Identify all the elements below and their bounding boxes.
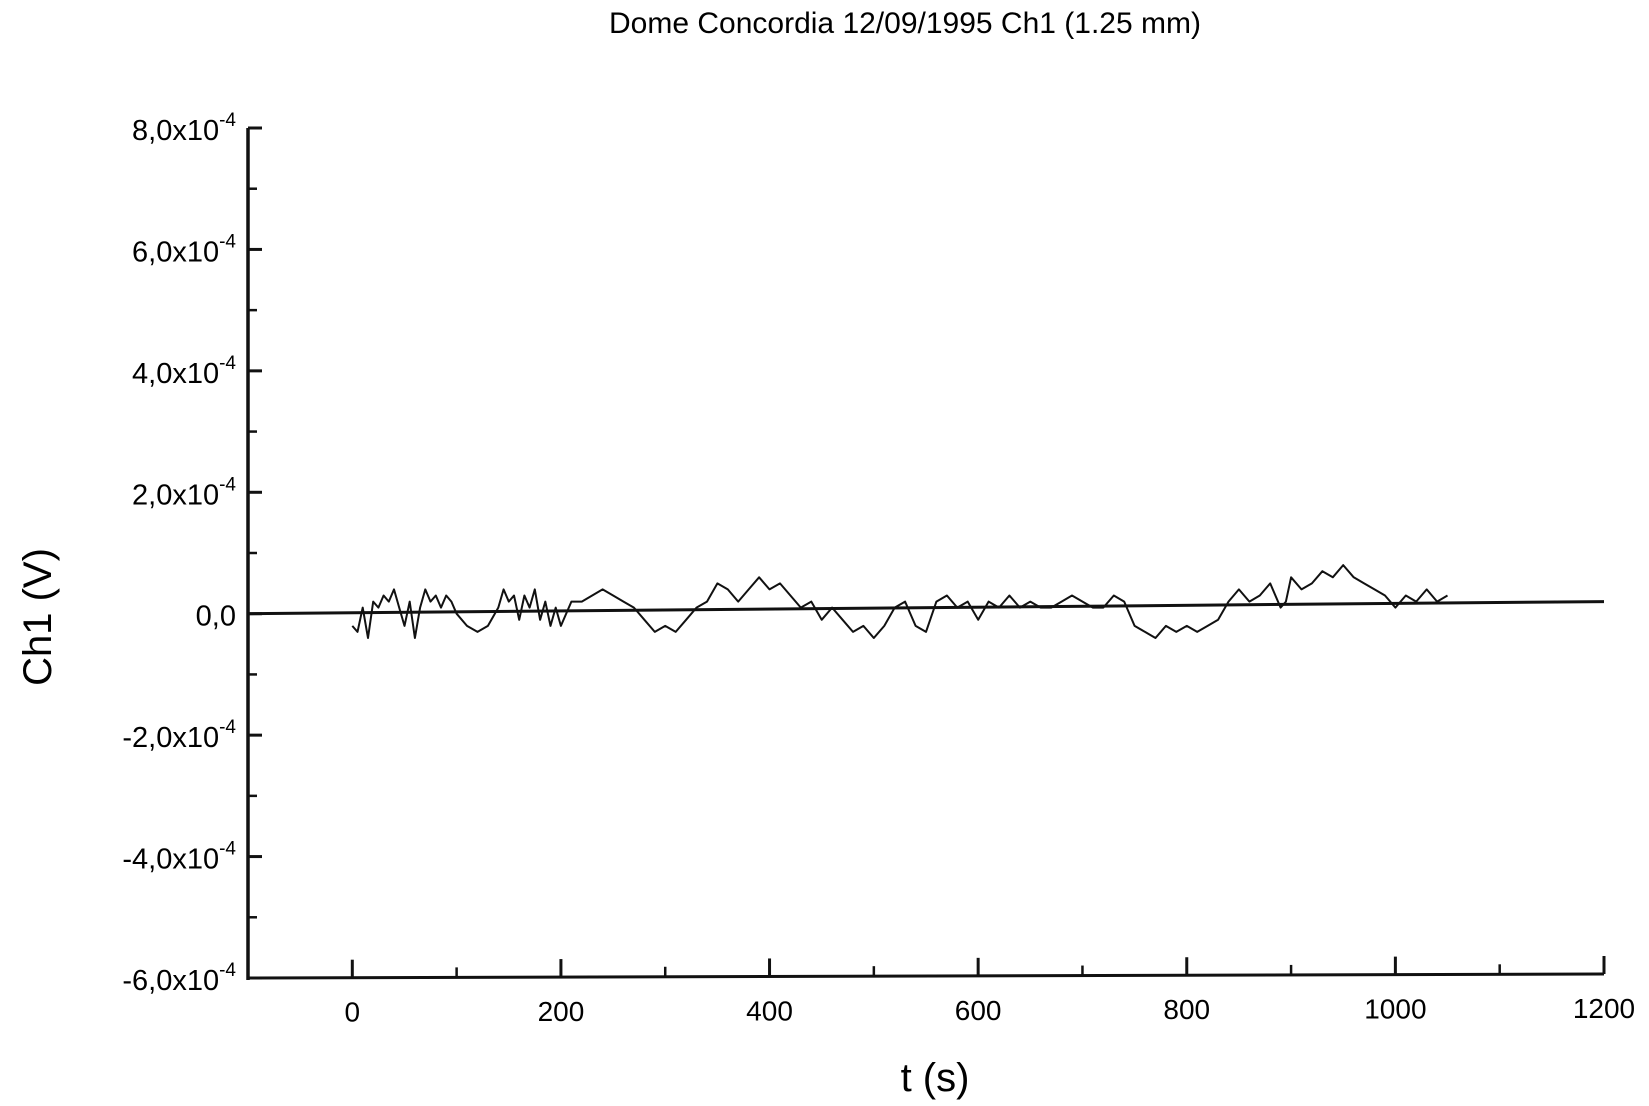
- chart-title: Dome Concordia 12/09/1995 Ch1 (1.25 mm): [609, 7, 1201, 40]
- y-tick-exponent: -4: [219, 960, 236, 981]
- y-tick-exponent: -4: [219, 839, 236, 860]
- signal-line: [351, 564, 1449, 639]
- y-tick-exponent: -4: [219, 231, 236, 252]
- x-tick-label: 1000: [1364, 994, 1426, 1025]
- x-tick-label: 400: [746, 995, 793, 1026]
- y-tick-label: -4,0x10-4: [122, 839, 236, 876]
- series-group: [247, 564, 1605, 639]
- y-tick-exponent: -4: [219, 717, 236, 738]
- x-tick-label: 800: [1163, 994, 1210, 1025]
- x-tick-label: 600: [955, 995, 1002, 1026]
- x-tick-label: 0: [345, 997, 361, 1028]
- y-tick-exponent: -4: [219, 353, 236, 374]
- y-tick-label: 6,0x10-4: [132, 231, 236, 268]
- y-tick-label: 2,0x10-4: [132, 474, 236, 511]
- y-tick-label: -2,0x10-4: [122, 717, 236, 754]
- y-tick-exponent: -4: [219, 474, 236, 495]
- y-tick-label: 0,0: [196, 601, 236, 633]
- y-axis-ticks: 8,0x10-4 6,0x10-4 4,0x10-4 2,0x10-4 0,0 -2,0x…: [122, 110, 262, 997]
- x-axis-title: t (s): [901, 1056, 970, 1100]
- x-axis-line: [247, 972, 1605, 980]
- plot-area: 8,0x10-4 6,0x10-4 4,0x10-4 2,0x10-4 0,0 -2,0x…: [122, 110, 1635, 1028]
- x-tick-label: 200: [538, 996, 585, 1027]
- baseline-fit-line: [247, 600, 1605, 616]
- y-tick-label: 8,0x10-4: [132, 110, 236, 147]
- x-tick-label: 1200: [1573, 993, 1635, 1024]
- y-axis-title: Ch1 (V): [16, 548, 60, 686]
- x-axis-ticks: 0 200 400 600 800 1000 1200: [345, 956, 1635, 1028]
- y-tick-label: 4,0x10-4: [132, 353, 236, 390]
- y-tick-label: -6,0x10-4: [122, 960, 236, 997]
- y-tick-exponent: -4: [219, 110, 236, 131]
